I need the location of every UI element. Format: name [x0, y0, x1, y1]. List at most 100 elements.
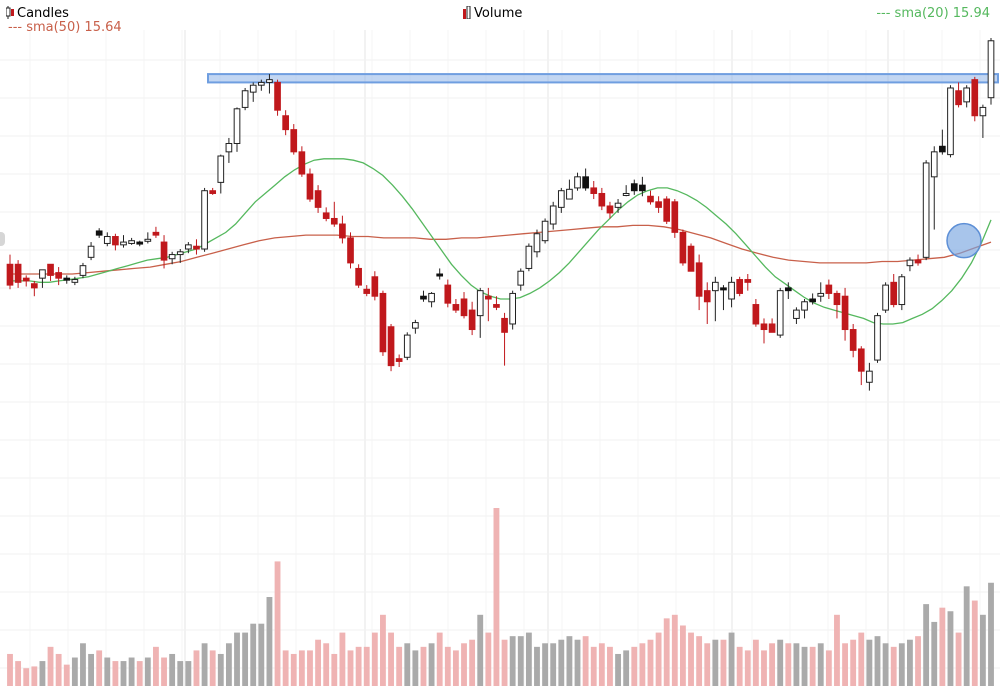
sma20-legend: --- sma(20) 15.94: [876, 6, 990, 21]
candle-body: [136, 241, 144, 245]
volume-bar: [550, 643, 557, 686]
candle-body: [541, 220, 549, 242]
candle-body: [639, 184, 646, 192]
candle-body: [420, 295, 427, 300]
candle-body: [930, 151, 938, 178]
volume-bar: [339, 632, 346, 686]
candle-body: [590, 187, 598, 194]
volume-bar: [955, 632, 962, 686]
candle-body: [712, 281, 719, 292]
candle-body: [241, 90, 249, 108]
candle-body: [874, 315, 881, 361]
candle-body: [979, 106, 987, 117]
volume-bar: [615, 653, 621, 686]
candle-body: [444, 284, 452, 304]
candles-legend[interactable]: Candles: [5, 6, 69, 22]
candle-body: [557, 190, 565, 208]
candle-body: [890, 281, 898, 306]
volume-bar: [63, 664, 70, 686]
candle-body: [403, 334, 411, 358]
volume-bar: [363, 646, 370, 686]
volume-bar: [234, 632, 240, 686]
candle-body: [452, 304, 460, 311]
volume-bar: [582, 636, 589, 686]
volume-bar: [88, 653, 94, 686]
volume-bar: [769, 643, 776, 686]
candle-body: [120, 241, 127, 246]
volume-bar: [882, 643, 889, 686]
candle-body: [209, 190, 217, 194]
candle-body: [655, 201, 662, 208]
candle-body: [412, 322, 419, 329]
volume-bar: [777, 639, 784, 686]
volume-bar: [517, 636, 524, 686]
candle-body: [14, 263, 22, 283]
candle-body: [347, 237, 354, 264]
candle-body: [728, 281, 735, 300]
candle-body: [525, 245, 533, 269]
candle-body: [825, 284, 833, 294]
candle-body: [6, 263, 14, 286]
volume-bar: [842, 643, 848, 686]
volume-bar: [639, 643, 646, 686]
candle-body: [87, 245, 95, 258]
volume-bar: [963, 586, 970, 686]
candle-body: [752, 304, 760, 325]
volume-bar: [720, 639, 727, 686]
volume-legend[interactable]: Volume: [463, 5, 522, 22]
volume-bar: [752, 639, 759, 686]
volume-bar: [153, 646, 159, 686]
sma50-legend: --- sma(50) 15.64: [8, 20, 122, 35]
volume-bar: [420, 646, 427, 686]
candle-body: [971, 79, 979, 117]
candle-body: [79, 265, 87, 276]
candle-body: [849, 329, 857, 351]
candle-body: [841, 295, 849, 331]
candle-body: [630, 183, 638, 192]
volume-bar: [939, 607, 946, 686]
volume-bar: [96, 650, 103, 686]
candle-body: [274, 81, 281, 111]
volume-bar: [477, 614, 484, 686]
volume-bar: [558, 639, 565, 686]
candle-body: [882, 284, 889, 311]
candle-body: [784, 287, 792, 292]
volume-bar: [298, 650, 305, 686]
candle-body: [606, 205, 614, 214]
volume-bar: [388, 632, 394, 686]
panel-handle[interactable]: [0, 232, 5, 246]
volume-bar: [128, 657, 135, 686]
volume-bar: [177, 661, 184, 686]
volume-bar: [80, 643, 86, 686]
resistance-zone: [207, 73, 999, 84]
candle-body: [257, 81, 265, 86]
volume-bar: [988, 582, 994, 686]
volume-bar: [566, 636, 573, 686]
candle-body: [233, 108, 241, 145]
candle-body: [963, 87, 971, 103]
volume-bar: [452, 650, 459, 686]
candle-body: [201, 190, 208, 250]
candle-body: [30, 283, 38, 289]
volume-bar: [931, 621, 938, 686]
candle-body: [217, 155, 225, 183]
volume-bar: [371, 632, 378, 686]
candle-body: [395, 358, 403, 362]
candle-body: [436, 273, 444, 277]
candle-body: [509, 292, 516, 325]
volume-bar: [607, 646, 613, 686]
candle-body: [485, 295, 492, 300]
candle-body: [720, 287, 727, 291]
volume-bar: [793, 643, 800, 686]
candle-body: [906, 259, 914, 267]
volume-bar: [436, 632, 443, 686]
volume-bar: [266, 597, 273, 686]
candle-body: [703, 290, 711, 303]
volume-bar: [15, 661, 22, 686]
volume-bar: [971, 600, 978, 686]
volume-bar: [185, 661, 192, 686]
candle-body: [679, 231, 687, 264]
volume-bar: [307, 650, 313, 686]
volume-bar: [39, 661, 46, 686]
